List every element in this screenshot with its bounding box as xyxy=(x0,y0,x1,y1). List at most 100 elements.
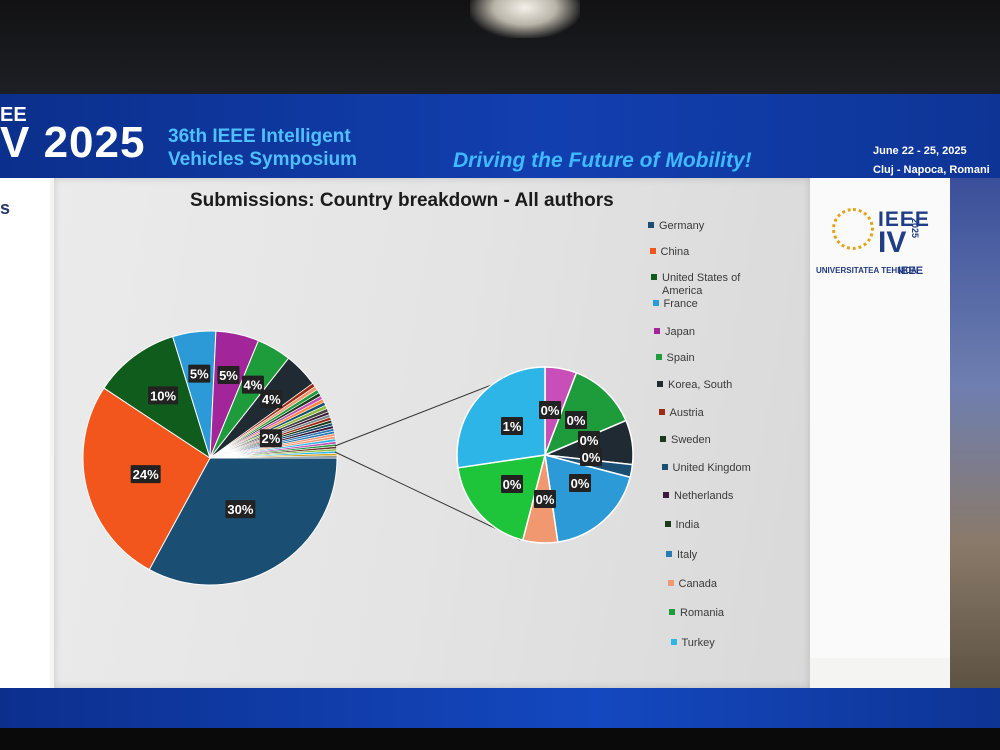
pie-slice-turkey-2 xyxy=(209,455,338,459)
legend-swatch xyxy=(663,492,669,498)
detail-label-7: 0% xyxy=(501,475,523,493)
detail-label-5: 0% xyxy=(569,474,591,492)
banner-tagline: Driving the Future of Mobility! xyxy=(453,149,752,172)
svg-text:5%: 5% xyxy=(219,368,238,383)
side-logo-iv: IV xyxy=(878,226,907,259)
svg-text:4%: 4% xyxy=(244,378,263,393)
legend-swatch xyxy=(669,609,675,615)
legend-label: United Kingdom xyxy=(672,462,751,474)
detail-label-0: 1% xyxy=(501,417,523,435)
svg-text:0%: 0% xyxy=(582,450,601,465)
legend-label: Spain xyxy=(666,352,695,364)
detail-slice-italy xyxy=(544,453,632,543)
banner-event-line2: Vehicles Symposium xyxy=(168,149,358,170)
detail-label-6: 0% xyxy=(534,490,556,508)
legend-swatch xyxy=(667,580,674,586)
banner-dates: June 22 - 25, 2025 Cluj - Napoca, Romani xyxy=(873,142,990,180)
svg-text:2%: 2% xyxy=(261,431,280,446)
svg-text:0%: 0% xyxy=(536,492,555,507)
legend-item-united-states-of-america: United States of America xyxy=(651,272,740,298)
legend-item-germany: Germany xyxy=(648,220,704,233)
main-label-0: 30% xyxy=(225,500,256,519)
banner-date-range: June 22 - 25, 2025 xyxy=(873,145,967,157)
legend-item-spain: Spain xyxy=(655,352,695,365)
detail-slice-spain xyxy=(457,454,547,542)
legend-item-romania: Romania xyxy=(669,607,724,620)
legend-swatch xyxy=(666,551,672,557)
iv-logo-icon xyxy=(832,208,874,250)
previous-slide-strip: s xyxy=(0,178,50,698)
legend-label: Japan xyxy=(665,326,695,338)
legend-item-japan: Japan xyxy=(654,326,695,339)
legend-swatch xyxy=(655,354,662,360)
legend-item-netherlands: Netherlands xyxy=(663,490,733,503)
svg-text:0%: 0% xyxy=(567,413,586,428)
main-label-2: 10% xyxy=(148,386,179,405)
main-label-5: 4% xyxy=(241,375,264,394)
svg-text:0%: 0% xyxy=(571,476,590,491)
main-label-other: 2% xyxy=(259,429,282,448)
svg-text:24%: 24% xyxy=(133,467,159,482)
legend-label: Sweden xyxy=(671,434,711,446)
legend-item-canada: Canada xyxy=(667,578,718,591)
floor xyxy=(0,728,1000,750)
city-photo xyxy=(950,178,1000,698)
svg-text:0%: 0% xyxy=(541,403,560,418)
legend-swatch xyxy=(657,381,663,387)
legend-swatch xyxy=(648,222,654,228)
previous-slide-letter: s xyxy=(0,198,11,218)
legend-label: Germany xyxy=(659,220,705,232)
main-label-3: 5% xyxy=(188,364,211,383)
legend-item-turkey: Turkey xyxy=(670,637,715,650)
sponsor-utcn: UNIVERSITATEA TEHNICA xyxy=(816,266,917,275)
legend-label: United States of America xyxy=(662,272,741,297)
banner-event-line1: 36th IEEE Intelligent xyxy=(168,126,351,147)
legend-swatch xyxy=(670,639,677,645)
main-label-4: 5% xyxy=(217,366,240,385)
connector-line-bottom xyxy=(334,451,521,541)
legend-swatch xyxy=(652,300,659,306)
bottom-banner-bar xyxy=(0,688,1000,728)
svg-text:1%: 1% xyxy=(503,419,522,434)
pie-slice-germany xyxy=(148,457,338,586)
legend-swatch xyxy=(660,436,666,442)
banner-logo-year: V 2025 xyxy=(0,118,146,167)
conference-banner: EE V 2025 36th IEEE Intelligent Vehicles… xyxy=(0,94,1000,178)
legend-label: Turkey xyxy=(681,637,715,649)
svg-text:30%: 30% xyxy=(227,502,253,517)
legend-label: Korea, South xyxy=(668,379,733,391)
banner-location: Cluj - Napoca, Romani xyxy=(873,164,990,176)
legend-swatch xyxy=(661,464,668,470)
legend-label: China xyxy=(660,246,690,258)
svg-text:5%: 5% xyxy=(190,367,209,382)
chandelier xyxy=(470,0,580,38)
main-label-1: 24% xyxy=(130,465,161,484)
svg-text:0%: 0% xyxy=(503,477,522,492)
detail-slice-turkey xyxy=(456,366,546,469)
legend-item-sweden: Sweden xyxy=(660,434,711,447)
legend-item-italy: Italy xyxy=(666,549,697,562)
legend-item-india: India xyxy=(664,519,699,532)
legend-label: Canada xyxy=(678,578,718,590)
legend-swatch xyxy=(658,409,665,415)
svg-text:0%: 0% xyxy=(580,433,599,448)
svg-text:4%: 4% xyxy=(262,392,281,407)
legend-label: Netherlands xyxy=(674,490,734,502)
legend-label: Austria xyxy=(669,407,704,419)
svg-text:10%: 10% xyxy=(150,388,176,403)
legend-item-korea-south: Korea, South xyxy=(657,379,732,392)
legend-item-austria: Austria xyxy=(658,407,704,420)
legend-label: Italy xyxy=(677,549,698,561)
legend-item-united-kingdom: United Kingdom xyxy=(661,462,751,475)
legend-item-china: China xyxy=(649,246,690,259)
detail-label-1: 0% xyxy=(539,401,561,419)
detail-label-2: 0% xyxy=(565,411,587,429)
legend-swatch xyxy=(664,521,671,527)
legend-swatch xyxy=(654,328,660,334)
sponsor-ieee: IEEE xyxy=(898,265,924,277)
legend-label: France xyxy=(663,298,698,310)
side-logo-ieee: IEEE xyxy=(878,208,930,231)
legend-swatch xyxy=(649,248,656,254)
legend-swatch xyxy=(651,274,657,280)
